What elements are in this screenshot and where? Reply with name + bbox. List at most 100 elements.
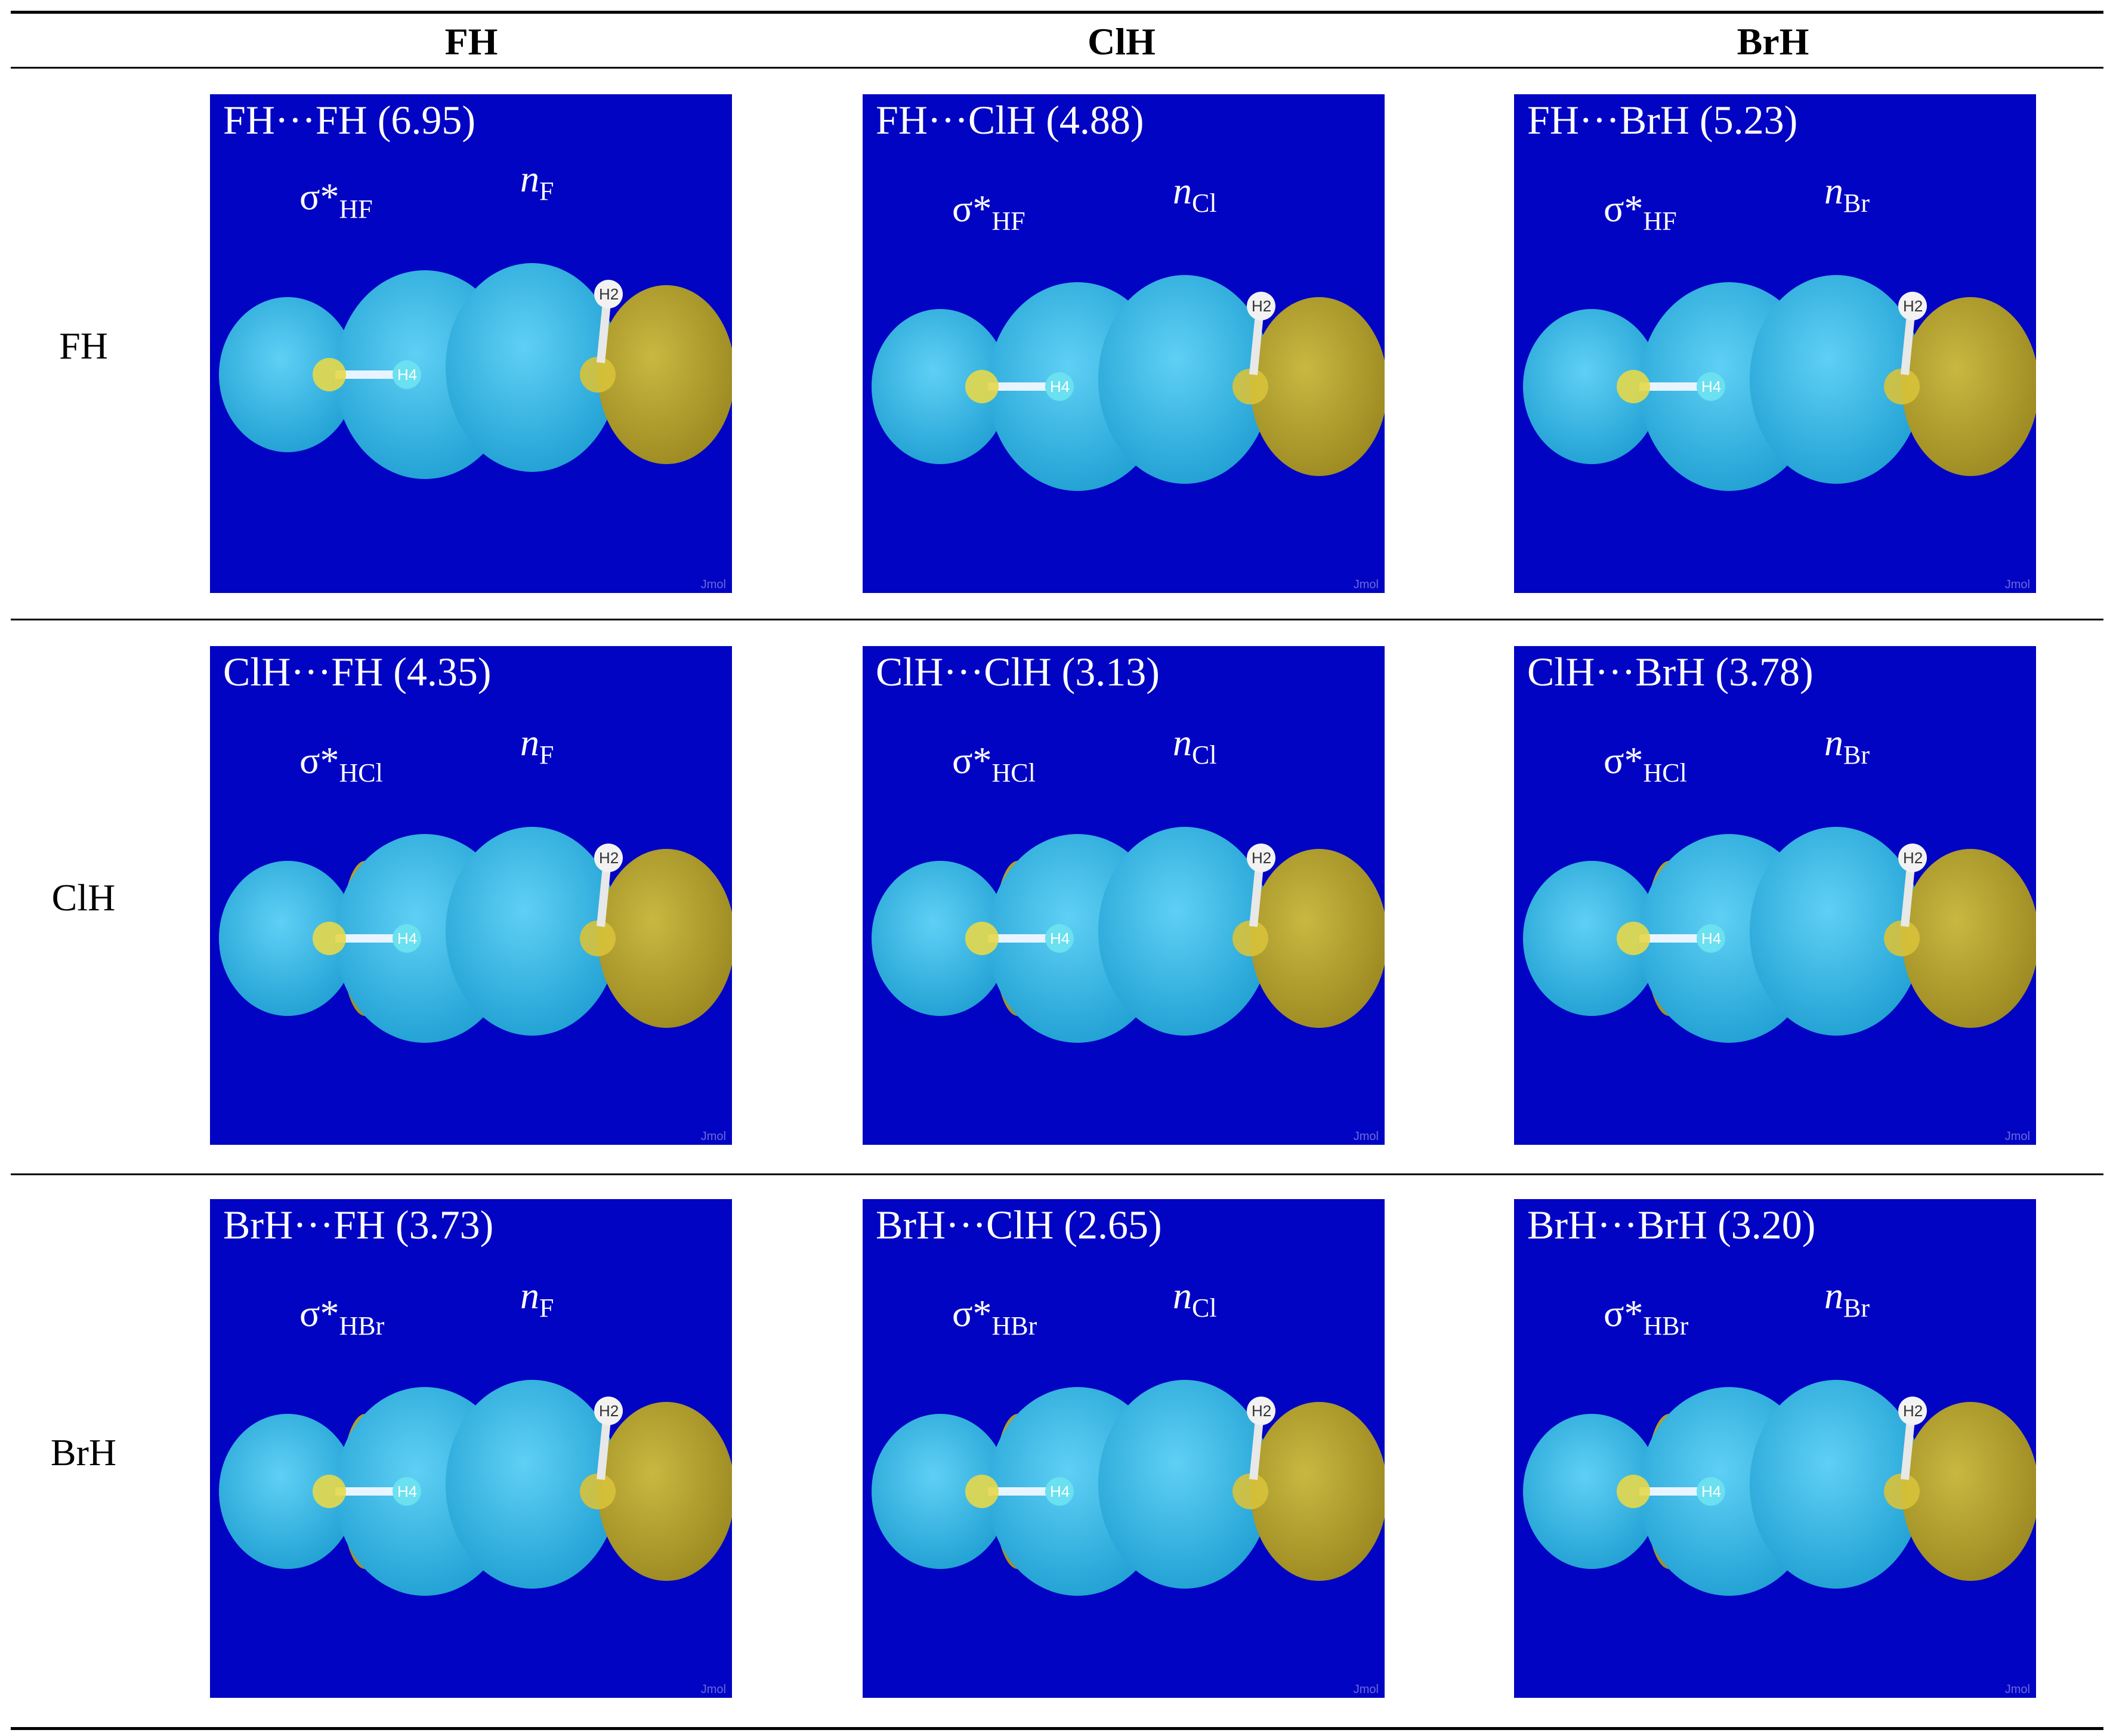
- lone-pair-subscript: Cl: [1192, 189, 1217, 218]
- antibonding-outer-lobe: [1523, 309, 1660, 464]
- orbital-panel-r1-c3: FH···BrH (5.23) σ*HF nBr H4 H2 Jmol: [1514, 94, 2036, 593]
- lone-pair-label: nBr: [1824, 1274, 1870, 1323]
- atom-h2: [1898, 844, 1927, 872]
- jmol-watermark: Jmol: [700, 578, 726, 591]
- jmol-watermark: Jmol: [2004, 1130, 2030, 1143]
- atom-left: [965, 370, 999, 403]
- antibonding-outer-lobe: [219, 297, 356, 452]
- bonding-lobe-right: [1750, 1380, 1923, 1589]
- sigma-star-symbol: σ*: [299, 1292, 339, 1335]
- jmol-watermark: Jmol: [2004, 578, 2030, 591]
- sigma-star-subscript: HF: [339, 194, 373, 224]
- bonding-lobe-right: [1750, 275, 1923, 484]
- jmol-watermark: Jmol: [1353, 1130, 1379, 1143]
- h2-stick: [1249, 314, 1264, 375]
- atom-label-h2: H2: [1903, 297, 1923, 315]
- row-divider-2: [11, 1173, 2103, 1175]
- jmol-watermark: Jmol: [700, 1683, 726, 1696]
- lone-pair-symbol: n: [1173, 1274, 1192, 1317]
- lone-pair-label: nBr: [1824, 721, 1870, 770]
- atom-h2: [1247, 1397, 1275, 1425]
- h2-stick: [1249, 866, 1264, 927]
- atom-h2: [1898, 292, 1927, 320]
- atom-h2: [594, 1397, 623, 1425]
- sigma-star-label: σ*HF: [299, 175, 373, 224]
- sigma-star-symbol: σ*: [1604, 1292, 1644, 1335]
- row-divider-1: [11, 619, 2103, 620]
- lone-pair-subscript: Br: [1843, 1293, 1870, 1323]
- panel-title: ClH···BrH (3.78): [1527, 649, 1814, 694]
- orbital-panel-r3-c3: BrH···BrH (3.20) σ*HBr nBr H4 H2 Jmol: [1514, 1199, 2036, 1698]
- lone-pair-lobe: [598, 1402, 732, 1581]
- lone-pair-symbol: n: [1824, 169, 1843, 212]
- antibonding-outer-lobe: [872, 1414, 1009, 1569]
- orbital-isosurface-drawing: [872, 1380, 1385, 1596]
- row-header-fh: FH: [59, 325, 108, 367]
- lone-pair-symbol: n: [1824, 721, 1843, 764]
- bonding-lobe-right: [446, 1380, 619, 1589]
- sigma-star-subscript: HF: [1643, 206, 1677, 236]
- atom-label-h2: H2: [1252, 849, 1272, 867]
- panel-title: ClH···ClH (3.13): [876, 649, 1160, 694]
- atom-left: [965, 922, 999, 955]
- atom-label-h2: H2: [1252, 297, 1272, 315]
- table-bottom-rule: [11, 1727, 2103, 1730]
- h2-stick: [1901, 314, 1915, 375]
- orbital-panel-r3-c2: BrH···ClH (2.65) σ*HBr nCl H4 H2 Jmol: [863, 1199, 1385, 1698]
- lone-pair-subscript: F: [539, 1293, 554, 1323]
- atom-left: [313, 1475, 346, 1508]
- column-header-clh: ClH: [1088, 20, 1156, 63]
- column-header-fh: FH: [444, 20, 498, 63]
- lone-pair-label: nCl: [1173, 721, 1217, 770]
- sigma-star-label: σ*HCl: [299, 739, 383, 787]
- atom-h2: [594, 280, 623, 308]
- h2-stick: [597, 302, 611, 363]
- bonding-lobe-right: [1098, 275, 1271, 484]
- sigma-star-subscript: HF: [991, 206, 1025, 236]
- sigma-star-subscript: HCl: [1643, 758, 1687, 787]
- atom-left: [965, 1475, 999, 1508]
- atom-h2: [1898, 1397, 1927, 1425]
- atom-h4: [1045, 1477, 1074, 1506]
- atom-label-h4: H4: [1701, 378, 1722, 396]
- panel-title: FH···FH (6.95): [223, 97, 476, 143]
- atom-label-h2: H2: [599, 285, 619, 303]
- antibonding-outer-lobe: [1523, 1414, 1660, 1569]
- atom-label-h4: H4: [397, 929, 418, 947]
- lone-pair-lobe: [1902, 297, 2036, 476]
- orbital-panel-r1-c1: FH···FH (6.95) σ*HF nF H4 H2 Jmol: [210, 94, 732, 593]
- sigma-star-label: σ*HCl: [1604, 739, 1687, 787]
- lone-pair-lobe: [1902, 1402, 2036, 1581]
- atom-h4: [393, 924, 421, 953]
- atom-label-h4: H4: [1050, 378, 1070, 396]
- sigma-star-symbol: σ*: [1604, 739, 1644, 781]
- sigma-star-symbol: σ*: [299, 175, 339, 218]
- panel-title: BrH···FH (3.73): [223, 1202, 494, 1247]
- atom-h4: [1697, 1477, 1725, 1506]
- jmol-watermark: Jmol: [700, 1130, 726, 1143]
- sigma-star-symbol: σ*: [299, 739, 339, 781]
- h2-stick: [1249, 1419, 1264, 1480]
- orbital-panel-r2-c2: ClH···ClH (3.13) σ*HCl nCl H4 H2 Jmol: [863, 646, 1385, 1145]
- atom-label-h4: H4: [1701, 929, 1722, 947]
- panel-title: BrH···BrH (3.20): [1527, 1202, 1816, 1247]
- orbital-isosurface-drawing: [219, 827, 732, 1043]
- lone-pair-lobe: [598, 285, 732, 464]
- lone-pair-symbol: n: [520, 1274, 539, 1317]
- lone-pair-label: nF: [520, 1274, 554, 1323]
- lone-pair-subscript: F: [539, 740, 554, 770]
- atom-label-h2: H2: [1903, 849, 1923, 867]
- sigma-star-subscript: HBr: [991, 1311, 1037, 1340]
- sigma-star-subscript: HCl: [339, 758, 383, 787]
- atom-h2: [594, 844, 623, 872]
- atom-label-h2: H2: [599, 1402, 619, 1420]
- sigma-star-label: σ*HF: [1604, 187, 1677, 236]
- orbital-isosurface-drawing: [219, 1380, 732, 1596]
- atom-left: [1617, 370, 1650, 403]
- atom-h4: [1045, 372, 1074, 401]
- lone-pair-symbol: n: [1824, 1274, 1843, 1317]
- bonding-lobe-right: [1750, 827, 1923, 1036]
- orbital-isosurface-drawing: [872, 827, 1385, 1043]
- sigma-star-label: σ*HBr: [952, 1292, 1037, 1340]
- sigma-star-label: σ*HF: [952, 187, 1025, 236]
